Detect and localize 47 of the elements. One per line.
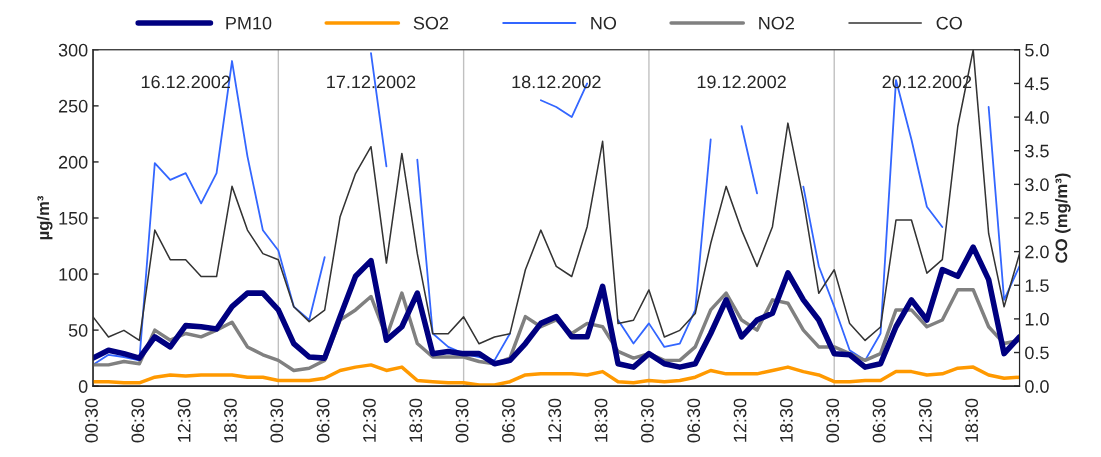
x-tick-label: 06:30 xyxy=(872,398,886,443)
x-tick-label: 00:30 xyxy=(85,398,98,443)
x-tick-label: 18:30 xyxy=(224,398,237,442)
y-axis-title: µg/m³ xyxy=(36,195,53,240)
x-tick-label: 00:30 xyxy=(640,398,654,443)
y2-tick-label: 1.0 xyxy=(1025,312,1049,326)
legend-label: SO2 xyxy=(413,16,449,30)
legend-label: PM10 xyxy=(226,16,272,30)
y2-tick-label: 4.0 xyxy=(1024,111,1049,124)
annotation: 18.12.2002 xyxy=(512,75,601,89)
y2-tick-label: 3.5 xyxy=(1025,144,1049,158)
x-tick-label: 00:30 xyxy=(826,398,840,443)
x-tick-label: 12:30 xyxy=(177,398,191,442)
x-tick-label: 06:30 xyxy=(502,398,515,443)
x-tick-label: 00:30 xyxy=(455,398,469,443)
y2-tick-label: 2.5 xyxy=(1025,211,1049,225)
legend-label: CO xyxy=(936,16,962,30)
x-tick-label: 12:30 xyxy=(918,398,932,442)
x-tick-label: 12:30 xyxy=(363,398,376,442)
x-tick-label: 12:30 xyxy=(733,398,747,442)
y2-tick-label: 0.0 xyxy=(1025,380,1049,393)
x-tick-label: 00:30 xyxy=(270,398,284,443)
x-tick-label: 18:30 xyxy=(409,398,423,442)
y-tick-label: 50 xyxy=(68,324,88,337)
y2-tick-label: 2.0 xyxy=(1025,245,1049,259)
x-tick-label: 06:30 xyxy=(316,398,330,443)
x-tick-label: 18:30 xyxy=(594,398,608,442)
legend-label: NO xyxy=(591,16,617,30)
x-tick-label: 06:30 xyxy=(131,398,145,443)
x-tick-label: 06:30 xyxy=(687,398,701,443)
y2-tick-label: 0.5 xyxy=(1025,346,1049,360)
annotation: 19.12.2002 xyxy=(697,75,786,89)
legend-label: NO2 xyxy=(759,16,794,30)
y2-tick-label: 1.5 xyxy=(1025,279,1049,292)
x-tick-label: 18:30 xyxy=(779,398,793,442)
y2-tick-label: 4.5 xyxy=(1024,77,1049,91)
y2-tick-label: 3.0 xyxy=(1025,178,1049,192)
y-tick-label: 300 xyxy=(58,43,88,57)
y2-axis-title: CO (mg/m³) xyxy=(1055,173,1071,263)
y-tick-label: 100 xyxy=(59,267,88,281)
y2-tick-label: 5.0 xyxy=(1025,43,1049,57)
x-tick-label: 12:30 xyxy=(548,398,562,442)
x-tick-label: 18:30 xyxy=(965,398,979,442)
y-tick-label: 150 xyxy=(59,211,88,225)
y-tick-label: 200 xyxy=(58,155,88,169)
y-tick-label: 250 xyxy=(58,99,88,113)
y-tick-label: 0 xyxy=(78,380,88,393)
